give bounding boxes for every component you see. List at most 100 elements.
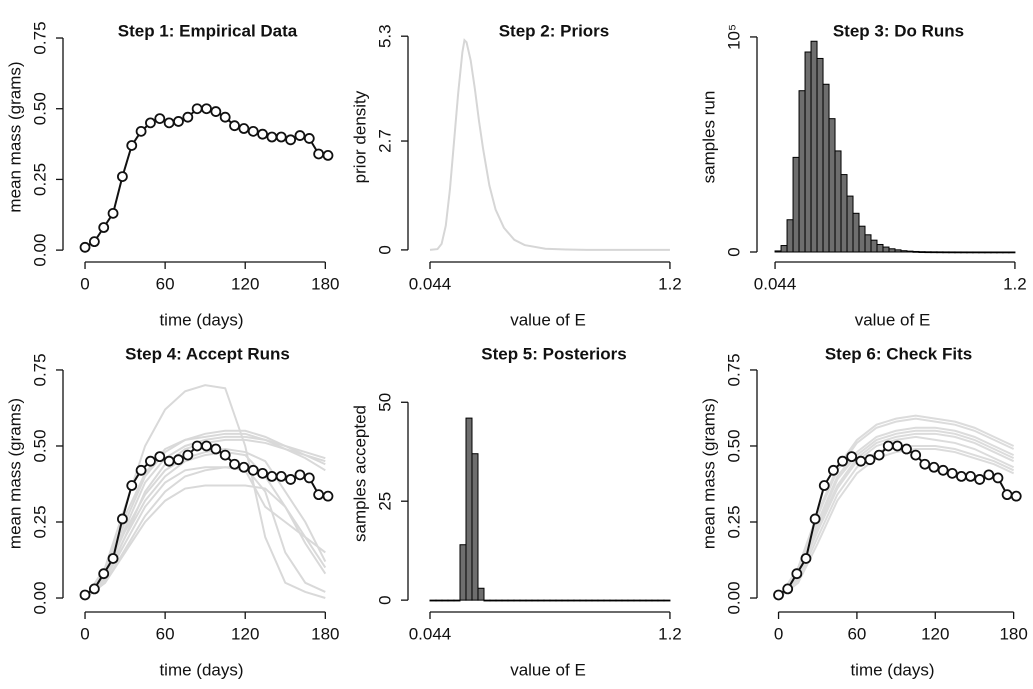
y-axis-label: samples accepted [350, 405, 369, 542]
data-point [294, 469, 306, 481]
y-tick-label: 25 [375, 492, 394, 511]
data-point [974, 474, 986, 485]
data-point [135, 125, 147, 137]
hist-bar [477, 587, 485, 601]
data-point [266, 131, 278, 143]
data-line [777, 435, 1015, 599]
hist-bar [816, 57, 824, 253]
hist-bar [663, 599, 671, 602]
data-line [777, 432, 1015, 599]
y-tick-label: 0 [375, 595, 394, 604]
data-point [313, 148, 325, 160]
x-tick-label: 120 [921, 624, 949, 643]
hist-bar [912, 250, 920, 253]
x-tick-label: 180 [311, 274, 339, 293]
data-point [145, 117, 156, 129]
x-axis-label: value of E [510, 310, 586, 329]
hist-bar [657, 599, 665, 602]
hist-bar [513, 599, 521, 602]
hist-bar [852, 212, 860, 253]
y-tick-label: 0.75 [724, 353, 743, 386]
chart-title: Step 2: Priors [499, 21, 610, 40]
hist-bar [555, 599, 563, 602]
y-tick-label: 0.50 [30, 92, 49, 125]
data-point [983, 469, 995, 481]
y-tick-label: 5.3 [375, 24, 394, 48]
hist-bar [882, 246, 890, 253]
x-tick-label: 1.2 [1003, 274, 1027, 293]
y-tick-label: 0.75 [30, 21, 49, 54]
x-tick-label: 60 [156, 624, 175, 643]
hist-bar [597, 599, 605, 602]
data-line [84, 384, 326, 599]
hist-bar [447, 599, 455, 602]
data-point [88, 236, 100, 248]
data-point [1010, 490, 1022, 502]
data-point [210, 443, 222, 455]
hist-bar [441, 599, 449, 602]
data-point [79, 589, 91, 601]
x-tick-label: 1.2 [658, 274, 682, 293]
data-point [266, 470, 278, 482]
data-point [257, 128, 268, 140]
hist-bar [633, 599, 641, 602]
x-tick-label: 0 [80, 274, 89, 293]
y-tick-label: 0.25 [30, 163, 49, 196]
hist-bar [1002, 251, 1010, 254]
data-point [191, 440, 203, 452]
y-axis-label: samples run [699, 91, 718, 184]
y-tick-label: 10⁵ [724, 24, 743, 50]
data-point [285, 474, 297, 485]
data-point [229, 120, 240, 132]
hist-bar [1008, 251, 1016, 254]
data-point [937, 464, 949, 476]
data-point [201, 440, 212, 452]
hist-bar [804, 51, 812, 253]
data-point [910, 449, 922, 461]
hist-bar [846, 195, 854, 253]
data-point [126, 480, 138, 491]
data-point [928, 461, 940, 473]
data-point [275, 131, 287, 143]
hist-bar [537, 599, 545, 602]
x-axis-label: value of E [510, 660, 586, 679]
hist-bar [489, 599, 497, 602]
x-tick-label: 60 [156, 274, 175, 293]
data-point [773, 589, 784, 601]
y-tick-label: 50 [375, 393, 394, 412]
data-point [145, 455, 156, 467]
data-point [229, 458, 240, 470]
hist-bar [924, 251, 932, 254]
y-tick-label: 0.50 [30, 429, 49, 462]
hist-bar [936, 251, 944, 254]
hist-bar [651, 599, 659, 602]
x-axis-label: time (days) [159, 660, 243, 679]
x-tick-label: 0 [80, 624, 89, 643]
x-tick-label: 180 [311, 624, 339, 643]
hist-bar [429, 599, 437, 602]
x-tick-label: 0.044 [409, 624, 452, 643]
hist-bar [948, 251, 956, 254]
hist-bar [573, 599, 581, 602]
x-axis-label: time (days) [850, 660, 934, 679]
hist-bar [990, 251, 998, 254]
hist-bar [870, 239, 878, 253]
hist-bar [543, 599, 551, 602]
hist-bar [780, 245, 788, 253]
hist-bar [615, 599, 623, 602]
data-point [1001, 489, 1013, 501]
hist-bar [453, 599, 461, 602]
chart-title: Step 5: Posteriors [481, 344, 627, 363]
data-line [777, 429, 1015, 599]
hist-bar [627, 599, 635, 602]
x-tick-label: 180 [999, 624, 1027, 643]
data-point [247, 125, 259, 137]
hist-bar [888, 248, 896, 253]
hist-bar [942, 251, 950, 254]
y-tick-label: 0.25 [724, 505, 743, 538]
chart-title: Step 1: Empirical Data [118, 21, 298, 40]
data-point [247, 464, 259, 476]
hist-bar [966, 251, 974, 254]
data-point [837, 455, 848, 467]
